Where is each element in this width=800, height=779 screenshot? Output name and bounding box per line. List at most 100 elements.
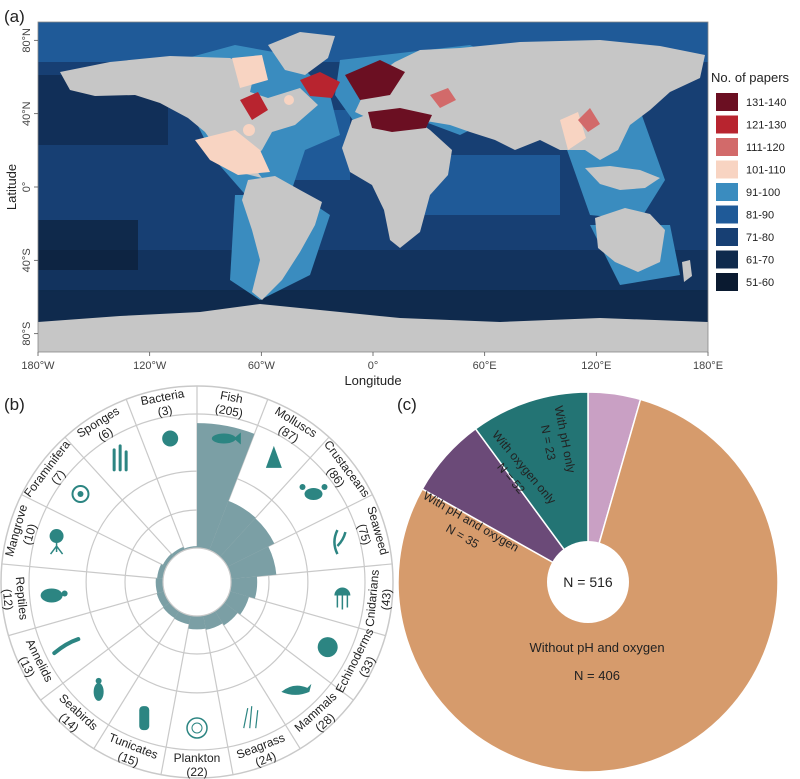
seagrass-icon bbox=[243, 706, 259, 729]
x-tick-label: 120°E bbox=[581, 360, 611, 372]
radial-value-label: (43) bbox=[378, 588, 394, 611]
radial-bar-cnidarians bbox=[229, 576, 258, 599]
radial-spoke bbox=[8, 590, 165, 637]
radial-bar-fish bbox=[197, 423, 255, 551]
radial-bar-seaweed bbox=[227, 546, 277, 579]
radial-spoke bbox=[125, 399, 186, 551]
tunicates-icon bbox=[139, 706, 150, 731]
molluscs-icon bbox=[265, 445, 282, 468]
legend-swatch-81-90 bbox=[716, 205, 738, 224]
legend-swatch-91-100 bbox=[716, 183, 738, 201]
panel-c-label: (c) bbox=[397, 395, 417, 414]
hotspot-mediterranean bbox=[368, 108, 432, 132]
seaweed-icon bbox=[333, 529, 347, 555]
hotspot-dot-bermuda bbox=[243, 124, 255, 136]
y-tick-label: 80°S bbox=[21, 322, 33, 346]
radial-spoke bbox=[160, 615, 192, 775]
radial-spoke bbox=[214, 610, 301, 749]
x-tick-label: 180°E bbox=[693, 360, 723, 372]
land-south-america bbox=[242, 176, 322, 300]
hotspots bbox=[195, 55, 600, 175]
foraminifera-icon bbox=[71, 485, 90, 504]
legend-swatch-51-60 bbox=[716, 273, 738, 291]
annelids-icon bbox=[52, 637, 81, 656]
radial-label-molluscs: Molluscs(87) bbox=[272, 404, 319, 446]
legend-label-91-100: 91-100 bbox=[746, 187, 780, 199]
radial-spoke bbox=[223, 602, 354, 701]
map-y-axis: 80°N 40°N 0° 40°S 80°S Latitude bbox=[4, 28, 38, 346]
land-africa bbox=[342, 110, 452, 248]
hotspot-north-sea bbox=[345, 60, 405, 100]
radial-label-annelids: Annelids(13) bbox=[16, 637, 56, 684]
map-legend: No. of papers 131-140 121-130 111-120 101-1… bbox=[711, 70, 790, 291]
hotspot-us-east bbox=[240, 92, 268, 120]
land-greenland bbox=[268, 32, 335, 75]
seabirds-icon bbox=[93, 677, 104, 701]
legend-swatch-121-130 bbox=[716, 115, 738, 134]
radial-spoke bbox=[229, 590, 386, 637]
radial-label-bacteria: Bacteria(3) bbox=[140, 386, 186, 419]
radial-bar-echinoderms bbox=[224, 591, 250, 615]
radial-category-label: Cnidarians bbox=[363, 569, 382, 627]
radial-spoke bbox=[202, 615, 234, 775]
radial-bar-seagrass bbox=[203, 610, 223, 630]
plankton-icon bbox=[186, 717, 208, 739]
y-tick-label: 40°S bbox=[21, 248, 33, 272]
mammals-icon bbox=[281, 683, 312, 695]
y-tick-label: 0° bbox=[21, 182, 33, 193]
radial-label-mangrove: Mangrove(10) bbox=[2, 503, 39, 558]
crustaceans-icon bbox=[299, 484, 328, 501]
radial-label-plankton: Plankton(22) bbox=[174, 751, 221, 779]
land-antarctica bbox=[38, 304, 708, 352]
radial-spoke bbox=[21, 494, 167, 568]
hotspot-gulf bbox=[195, 130, 270, 175]
map-panel bbox=[37, 21, 709, 353]
radial-bar-mammals bbox=[214, 602, 238, 626]
sponges-icon bbox=[112, 444, 128, 472]
donut-slice-with-oxygen-only bbox=[474, 391, 589, 585]
radial-label-fish: Fish(205) bbox=[214, 388, 244, 420]
radial-center bbox=[162, 547, 232, 617]
x-tick-label: 120°W bbox=[133, 360, 167, 372]
radial-bar-foraminifera bbox=[162, 553, 175, 567]
x-tick-label: 180°W bbox=[21, 360, 55, 372]
hotspot-japan bbox=[578, 108, 600, 132]
fish-icon bbox=[211, 432, 241, 445]
radial-spoke bbox=[1, 563, 164, 580]
reptiles-icon bbox=[40, 588, 68, 603]
radial-bar-seabirds bbox=[163, 602, 180, 619]
legend-swatch-111-120 bbox=[716, 138, 738, 156]
hotspot-black-sea bbox=[430, 88, 456, 108]
radial-bar-annelids bbox=[156, 591, 170, 608]
land-eurasia bbox=[355, 40, 705, 160]
radial-category-label: Reptiles bbox=[13, 576, 31, 620]
map-ylabel: Latitude bbox=[4, 164, 19, 210]
radial-label-cnidarians: Cnidarians(43) bbox=[363, 569, 395, 627]
bacteria-icon bbox=[162, 430, 179, 447]
ocean-south-pacific-dark bbox=[38, 220, 138, 270]
x-tick-label: 0° bbox=[368, 360, 379, 372]
donut-label-without-ph-and-oxygen: Without pH and oxygen N = 406 bbox=[529, 640, 664, 683]
legend-label-81-90: 81-90 bbox=[746, 210, 774, 222]
legend-swatch-131-140 bbox=[716, 93, 738, 111]
radial-bar-sponges bbox=[171, 546, 185, 557]
donut-center-label: N = 516 bbox=[563, 574, 613, 590]
radial-category-label: Fish bbox=[219, 388, 244, 406]
radial-bar-plankton bbox=[188, 615, 206, 630]
radial-value-label: (10) bbox=[20, 522, 39, 546]
radial-value-label: (22) bbox=[186, 765, 207, 779]
radial-spoke bbox=[40, 602, 171, 701]
radial-category-label: Foraminifera bbox=[21, 437, 73, 499]
echinoderms-icon bbox=[317, 637, 338, 658]
radial-category-label: Plankton bbox=[174, 751, 221, 765]
radial-label-seaweed: Seaweed(75) bbox=[355, 505, 392, 557]
radial-value-label: (75) bbox=[355, 522, 374, 546]
radial-bar-crustaceans bbox=[219, 518, 275, 567]
hotspot-iceland bbox=[300, 72, 340, 98]
radial-value-label: (3) bbox=[157, 403, 174, 419]
map-xlabel: Longitude bbox=[344, 373, 401, 388]
legend-label-71-80: 71-80 bbox=[746, 232, 774, 244]
y-tick-label: 40°N bbox=[21, 101, 33, 126]
